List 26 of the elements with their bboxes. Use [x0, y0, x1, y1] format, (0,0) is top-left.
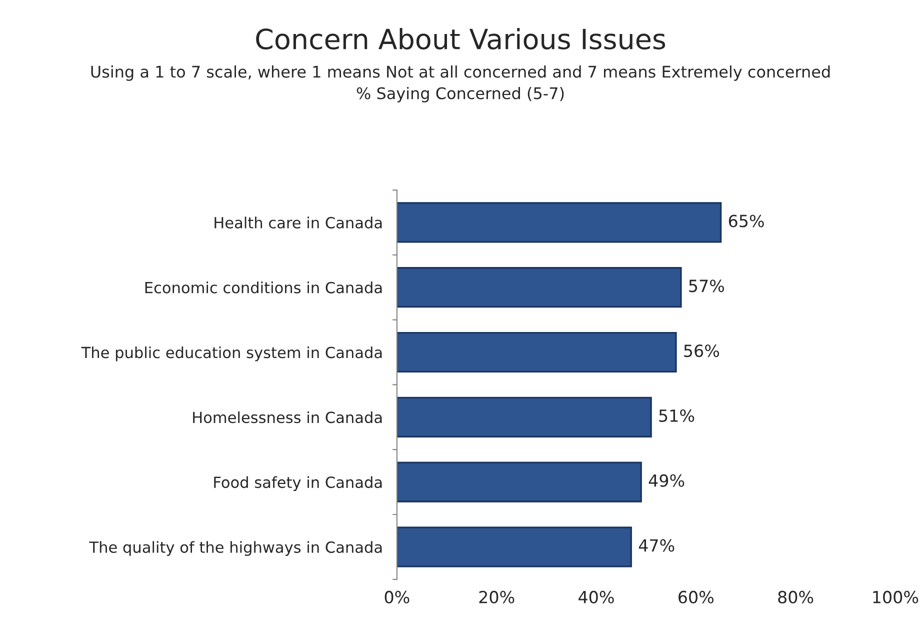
data-label: 65% — [728, 214, 764, 228]
x-tick-label: 80% — [778, 590, 814, 604]
bar — [396, 267, 682, 308]
x-tick-label: 100% — [873, 590, 918, 604]
y-tick-label: Homelessness in Canada — [193, 411, 382, 424]
y-tick-label: Food safety in Canada — [214, 476, 382, 492]
data-label: 57% — [689, 280, 724, 292]
x-tick-label: 60% — [678, 590, 714, 604]
x-tick-label: 20% — [479, 590, 514, 604]
y-tick-label: The public education system in Canada — [81, 346, 382, 362]
y-tick-label: The quality of the highways in Canada — [89, 541, 382, 556]
data-label: 47% — [638, 539, 674, 552]
bar — [396, 526, 632, 568]
y-tick-label: Health care in Canada — [214, 216, 382, 228]
bar — [396, 462, 642, 502]
data-label: 56% — [684, 344, 720, 358]
data-label: 51% — [659, 409, 694, 422]
data-label: 49% — [648, 474, 684, 487]
chart-title: Concern About Various Issues — [256, 28, 666, 50]
x-tick-label: 40% — [578, 590, 614, 604]
x-tick-label: 0% — [384, 590, 410, 604]
bar — [396, 396, 652, 438]
bar — [396, 202, 722, 243]
chart-subtitle: Using a 1 to 7 scale, where 1 means Not at all concerned and 7 means Extremely concerned % Saying Concerned (5-7) — [91, 65, 830, 102]
bar — [396, 332, 677, 373]
y-tick-label: Economic conditions in Canada — [145, 282, 382, 294]
